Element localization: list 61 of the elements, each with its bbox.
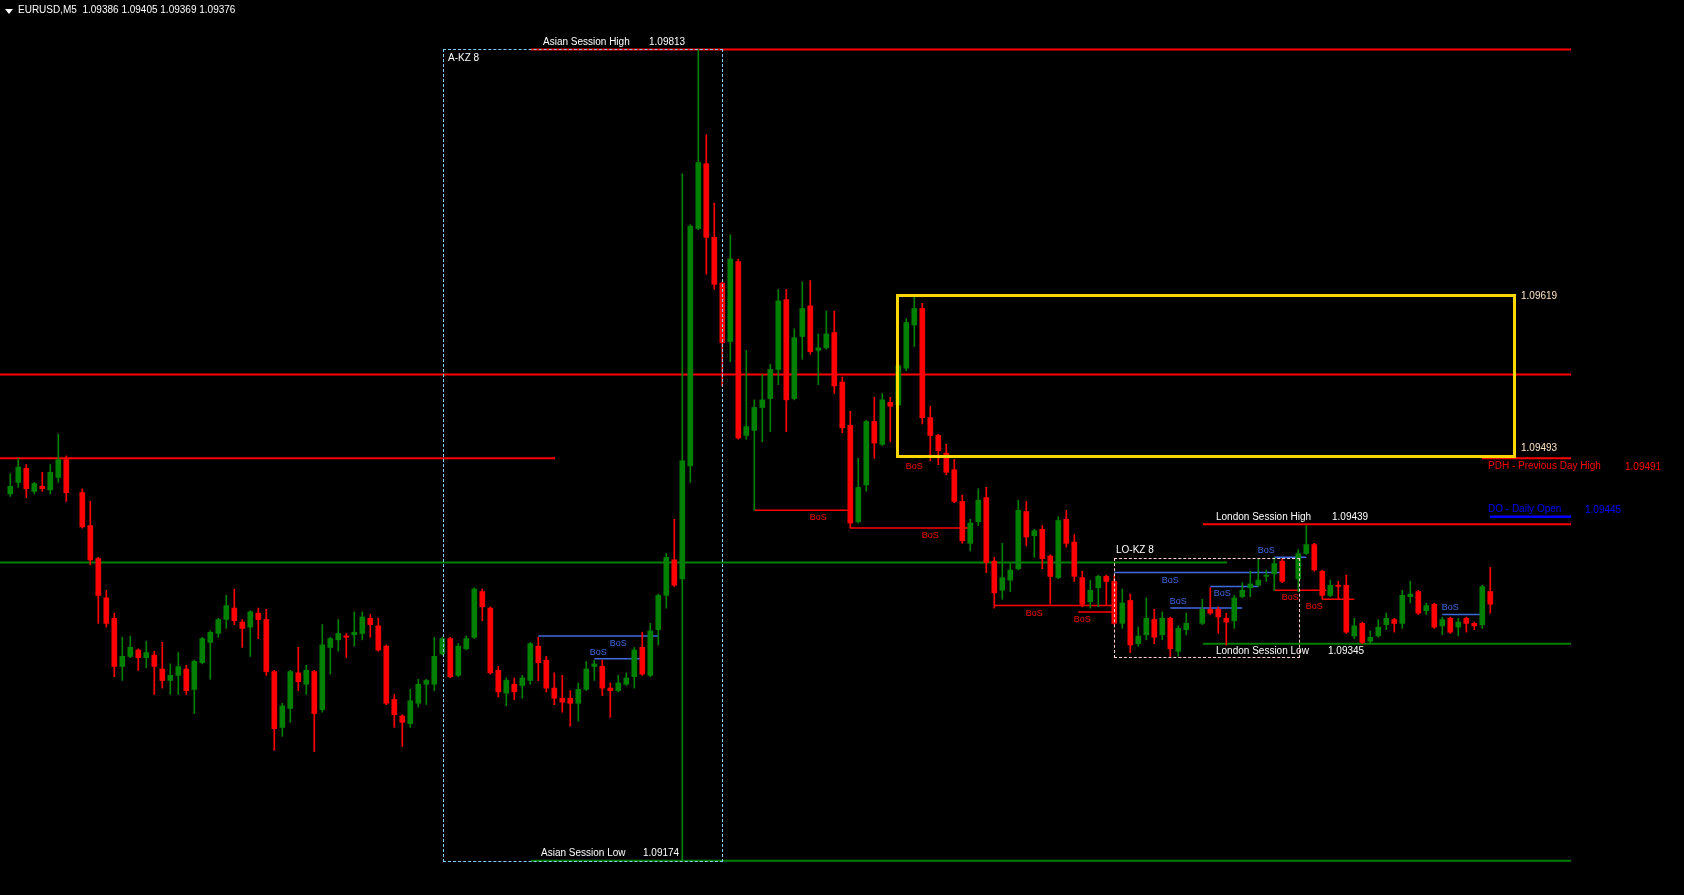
candlestick	[1207, 587, 1214, 615]
ref-line-label: PDH - Previous Day High	[1488, 460, 1601, 472]
candlestick	[239, 619, 246, 648]
ref-line-label: BoS	[921, 530, 939, 541]
candlestick	[567, 690, 574, 727]
candlestick	[335, 619, 342, 652]
ref-line-label: BoS	[1441, 602, 1459, 613]
text: 1.09619	[1521, 289, 1558, 301]
candlestick	[559, 675, 566, 713]
candlestick	[815, 333, 822, 385]
ref-line-label: Asian Session High	[543, 36, 630, 48]
candlestick	[1263, 569, 1270, 582]
candlestick	[295, 647, 302, 691]
ref-line-label: BoS	[1305, 601, 1323, 612]
chart-title: EURUSD,M5 1.09386 1.09405 1.09369 1.09376	[18, 3, 236, 15]
candlestick	[119, 636, 126, 681]
candlestick	[399, 714, 406, 747]
annotation: LO-KZ 8	[1116, 543, 1155, 555]
text: 1.09445	[1585, 503, 1622, 515]
ref-line-label: BoS	[589, 646, 607, 657]
candlestick	[751, 399, 758, 511]
annotation: 1.09439	[1332, 511, 1369, 523]
candlestick	[887, 397, 894, 443]
annotation: 1.09813	[649, 36, 686, 48]
candlestick	[1223, 612, 1230, 646]
candlestick	[167, 663, 174, 695]
annotation: 1.09345	[1328, 645, 1365, 657]
ref-line-label: BoS	[1257, 545, 1275, 556]
ref-line-label: BoS	[809, 512, 827, 523]
candlestick	[591, 659, 598, 681]
candlestick	[351, 611, 358, 647]
candlestick	[423, 678, 430, 705]
annotation: A-KZ 8	[448, 51, 480, 63]
candlestick	[759, 374, 766, 443]
candlestick	[255, 607, 262, 639]
ref-line-label: BoS	[1281, 592, 1299, 603]
candlestick	[207, 630, 214, 680]
candlestick	[39, 471, 46, 492]
annotation: 1.09174	[643, 847, 680, 859]
candlestick	[175, 652, 182, 695]
ref-line-label: Asian Session Low	[541, 847, 627, 859]
ref-line-label: London Session High	[1216, 511, 1312, 523]
annotation: BoS	[905, 460, 923, 471]
candlestick	[1255, 558, 1262, 587]
ref-line-label: BoS	[1169, 596, 1187, 607]
text: 1.09491	[1625, 460, 1662, 472]
ref-line-label: BoS	[1025, 607, 1043, 618]
candlestick	[343, 633, 350, 658]
ref-line-label: BoS	[609, 638, 627, 649]
ref-line-label: London Session Low	[1216, 645, 1310, 657]
candlestick	[143, 640, 150, 669]
candlestick	[1247, 570, 1254, 597]
candlestick	[1031, 529, 1038, 558]
text: 1.09493	[1521, 441, 1558, 453]
ref-line-label: DO - Daily Open	[1488, 503, 1562, 515]
ref-line-label: BoS	[1161, 574, 1179, 585]
candlestick	[607, 682, 614, 718]
ref-line-label: BoS	[1073, 613, 1091, 624]
candlestick	[743, 350, 750, 440]
ref-line-label: BoS	[1213, 588, 1231, 599]
candlestick	[1407, 581, 1414, 604]
